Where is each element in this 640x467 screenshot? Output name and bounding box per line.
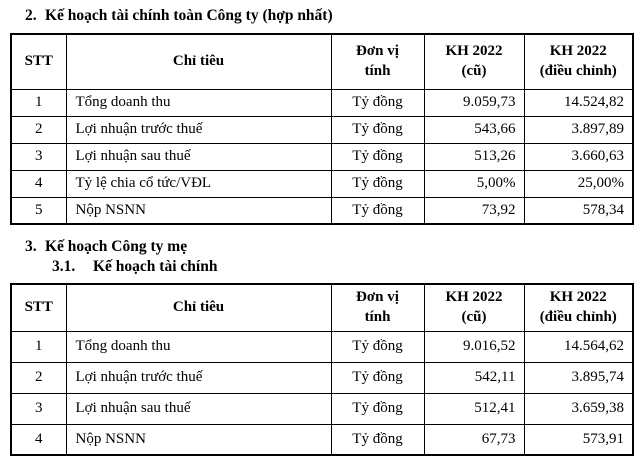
cell-criteria: Lợi nhuận sau thuế — [65, 392, 332, 425]
table-header-row: STT Chỉ tiêu Đơn vị tính KH 2022 (cũ) KH… — [10, 33, 634, 90]
cell-stt: 1 — [10, 88, 67, 117]
cell-criteria: Tỷ lệ chia cổ tức/VĐL — [65, 169, 332, 198]
table-row: 4 Tỷ lệ chia cổ tức/VĐL Tỷ đồng 5,00% 25… — [10, 169, 634, 198]
cell-unit: Tỷ đồng — [330, 196, 425, 225]
cell-stt: 4 — [10, 423, 67, 456]
document-page: 2. Kế hoạch tài chính toàn Công ty (hợp … — [10, 6, 634, 456]
cell-stt: 4 — [10, 169, 67, 198]
section-title: Kế hoạch tài chính — [93, 258, 218, 275]
cell-plan-old: 5,00% — [423, 169, 525, 198]
cell-plan-adjusted: 3.897,89 — [523, 115, 634, 144]
cell-stt: 3 — [10, 392, 67, 425]
cell-plan-adjusted: 3.659,38 — [523, 392, 634, 425]
table-row: 2 Lợi nhuận trước thuế Tỷ đồng 542,11 3.… — [10, 361, 634, 394]
cell-plan-old: 512,41 — [423, 392, 525, 425]
cell-plan-old: 542,11 — [423, 361, 525, 394]
cell-plan-adjusted: 573,91 — [523, 423, 634, 456]
section-number: 3.1. — [52, 258, 76, 275]
cell-plan-adjusted: 3.660,63 — [523, 142, 634, 171]
cell-criteria: Lợi nhuận trước thuế — [65, 361, 332, 394]
section-number: 2. — [25, 7, 37, 24]
cell-unit: Tỷ đồng — [330, 115, 425, 144]
cell-criteria: Nộp NSNN — [65, 423, 332, 456]
cell-unit: Tỷ đồng — [330, 142, 425, 171]
cell-plan-adjusted: 3.895,74 — [523, 361, 634, 394]
table-row: 4 Nộp NSNN Tỷ đồng 67,73 573,91 — [10, 423, 634, 456]
header-criteria: Chỉ tiêu — [65, 33, 332, 90]
consolidated-financial-plan-table: STT Chỉ tiêu Đơn vị tính KH 2022 (cũ) KH… — [10, 33, 634, 225]
header-criteria: Chỉ tiêu — [65, 283, 332, 332]
section-number: 3. — [25, 238, 37, 255]
cell-unit: Tỷ đồng — [330, 88, 425, 117]
cell-plan-old: 67,73 — [423, 423, 525, 456]
header-plan-old: KH 2022 (cũ) — [423, 33, 525, 90]
section-heading-consolidated: 2. Kế hoạch tài chính toàn Công ty (hợp … — [25, 6, 632, 26]
cell-stt: 5 — [10, 196, 67, 225]
table-row: 1 Tổng doanh thu Tỷ đồng 9.016,52 14.564… — [10, 330, 634, 363]
cell-plan-adjusted: 578,34 — [523, 196, 634, 225]
cell-plan-adjusted: 25,00% — [523, 169, 634, 198]
cell-plan-old: 73,92 — [423, 196, 525, 225]
table-header-row: STT Chỉ tiêu Đơn vị tính KH 2022 (cũ) KH… — [10, 283, 634, 332]
section-heading-parent: 3. Kế hoạch Công ty mẹ — [25, 237, 632, 257]
header-plan-adjusted: KH 2022 (điều chỉnh) — [523, 33, 634, 90]
table-row: 5 Nộp NSNN Tỷ đồng 73,92 578,34 — [10, 196, 634, 225]
cell-unit: Tỷ đồng — [330, 169, 425, 198]
cell-criteria: Lợi nhuận trước thuế — [65, 115, 332, 144]
header-unit: Đơn vị tính — [330, 283, 425, 332]
cell-stt: 1 — [10, 330, 67, 363]
cell-plan-old: 9.059,73 — [423, 88, 525, 117]
table-row: 3 Lợi nhuận sau thuế Tỷ đồng 512,41 3.65… — [10, 392, 634, 425]
section-title: Kế hoạch Công ty mẹ — [45, 238, 188, 255]
cell-unit: Tỷ đồng — [330, 330, 425, 363]
header-stt: STT — [10, 283, 67, 332]
header-stt: STT — [10, 33, 67, 90]
cell-plan-adjusted: 14.524,82 — [523, 88, 634, 117]
parent-company-financial-plan-table: STT Chỉ tiêu Đơn vị tính KH 2022 (cũ) KH… — [10, 283, 634, 456]
cell-plan-old: 543,66 — [423, 115, 525, 144]
cell-criteria: Nộp NSNN — [65, 196, 332, 225]
cell-criteria: Tổng doanh thu — [65, 88, 332, 117]
cell-criteria: Lợi nhuận sau thuế — [65, 142, 332, 171]
cell-criteria: Tổng doanh thu — [65, 330, 332, 363]
header-plan-old: KH 2022 (cũ) — [423, 283, 525, 332]
cell-plan-old: 9.016,52 — [423, 330, 525, 363]
section-title: Kế hoạch tài chính toàn Công ty (hợp nhấ… — [45, 7, 333, 24]
table-row: 3 Lợi nhuận sau thuế Tỷ đồng 513,26 3.66… — [10, 142, 634, 171]
cell-plan-adjusted: 14.564,62 — [523, 330, 634, 363]
cell-unit: Tỷ đồng — [330, 361, 425, 394]
cell-plan-old: 513,26 — [423, 142, 525, 171]
cell-stt: 3 — [10, 142, 67, 171]
section-heading-parent-finance: 3.1. Kế hoạch tài chính — [52, 257, 632, 277]
header-unit: Đơn vị tính — [330, 33, 425, 90]
header-plan-adjusted: KH 2022 (điều chỉnh) — [523, 283, 634, 332]
cell-unit: Tỷ đồng — [330, 423, 425, 456]
cell-stt: 2 — [10, 361, 67, 394]
cell-stt: 2 — [10, 115, 67, 144]
cell-unit: Tỷ đồng — [330, 392, 425, 425]
table-row: 1 Tổng doanh thu Tỷ đồng 9.059,73 14.524… — [10, 88, 634, 117]
table-row: 2 Lợi nhuận trước thuế Tỷ đồng 543,66 3.… — [10, 115, 634, 144]
